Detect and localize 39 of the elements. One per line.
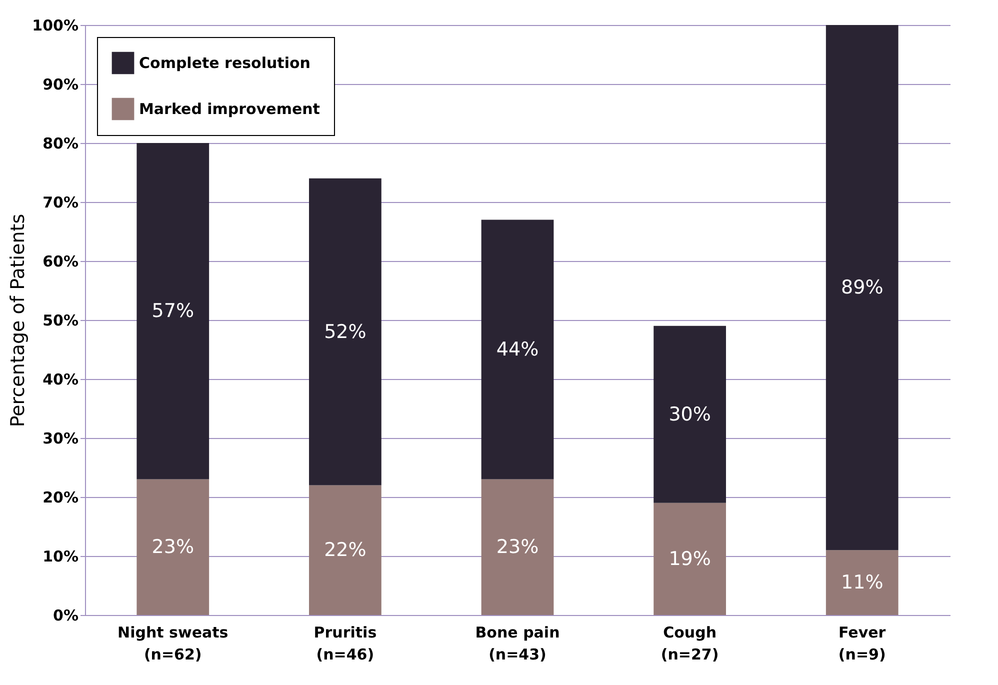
bar <box>481 220 554 480</box>
legend-label: Complete resolution <box>139 54 310 72</box>
bar <box>826 550 898 615</box>
data-label: 23% <box>496 536 539 558</box>
bar <box>309 485 382 615</box>
bar <box>309 178 382 486</box>
bar <box>481 479 554 615</box>
y-tick-label: 30% <box>42 430 78 448</box>
bar <box>826 25 898 550</box>
bar <box>654 502 726 615</box>
y-tick-label: 50% <box>42 312 78 330</box>
bar <box>654 326 726 503</box>
bar <box>136 479 210 615</box>
x-tick-label: Bone pain (n=43) <box>475 624 560 664</box>
y-tick-label: 40% <box>42 370 78 388</box>
x-tick-label: Pruritis (n=46) <box>314 624 377 664</box>
x-tick-label: Cough (n=27) <box>660 624 719 664</box>
y-tick-label: 0% <box>53 606 78 624</box>
y-tick-label: 90% <box>42 76 78 94</box>
data-label: 19% <box>668 548 711 570</box>
y-tick-label: 60% <box>42 252 78 270</box>
data-label: 44% <box>496 338 539 360</box>
data-label: 30% <box>668 403 711 426</box>
y-tick-label: 20% <box>42 488 78 506</box>
data-label: 22% <box>324 539 366 562</box>
x-tick-label: Fever (n=9) <box>838 624 886 664</box>
data-label: 89% <box>841 276 884 299</box>
data-label: 57% <box>152 300 194 322</box>
data-label: 11% <box>841 572 884 594</box>
data-label: 52% <box>324 320 366 343</box>
x-tick-label: Night sweats (n=62) <box>118 624 228 664</box>
data-label: 23% <box>152 536 194 558</box>
y-tick-label: 80% <box>42 134 78 152</box>
bar <box>136 143 210 480</box>
y-axis-title: Percentage of Patients <box>7 214 30 428</box>
y-tick-label: 100% <box>32 16 78 34</box>
y-tick-label: 70% <box>42 194 78 212</box>
y-tick-label: 10% <box>42 548 78 566</box>
legend-label: Marked improvement <box>139 100 320 118</box>
